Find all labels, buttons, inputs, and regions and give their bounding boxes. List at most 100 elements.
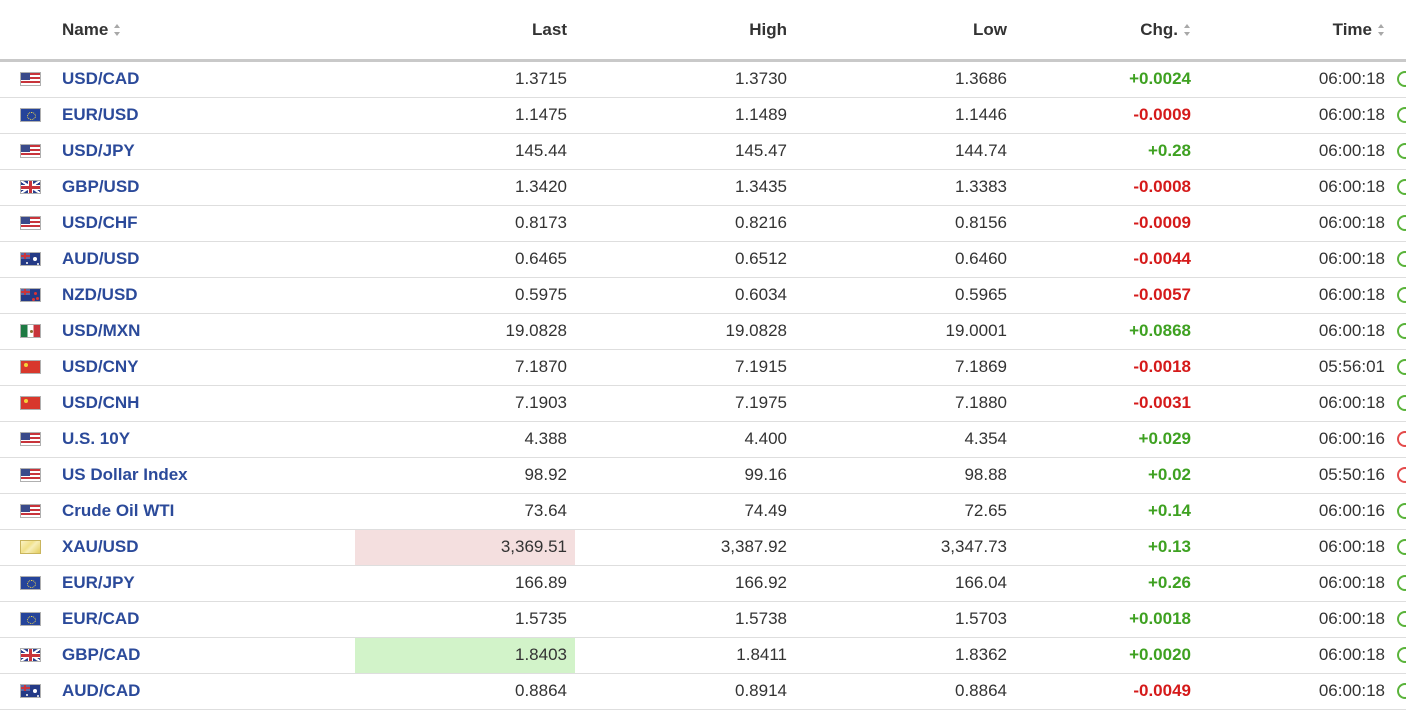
instrument-name-link[interactable]: USD/CNY (48, 349, 355, 386)
instrument-name-link[interactable]: US Dollar Index (48, 457, 355, 494)
table-row[interactable]: USD/JPY 145.44 145.47 144.74 +0.28 06:00:18 (0, 133, 1406, 170)
quote-rows: USD/CAD 1.3715 1.3730 1.3686 +0.0024 06:00:18… (0, 60, 1406, 710)
update-time: 06:00:18 (1199, 277, 1393, 314)
last-price: 4.388 (355, 421, 575, 458)
header-name[interactable]: Name (48, 0, 355, 62)
instrument-name-link[interactable]: NZD/USD (48, 277, 355, 314)
us-flag-icon (20, 72, 41, 86)
header-name-label: Name (62, 20, 109, 40)
table-row[interactable]: US Dollar Index 98.92 99.16 98.88 +0.02 05:50… (0, 457, 1406, 494)
last-price: 3,369.51 (355, 529, 575, 566)
low-price: 166.04 (795, 565, 1015, 602)
us-flag-icon (20, 216, 41, 230)
update-time: 06:00:18 (1199, 97, 1393, 134)
header-high-label: High (749, 20, 787, 40)
table-row[interactable]: USD/CNY 7.1870 7.1915 7.1869 -0.0018 05:56:01 (0, 349, 1406, 386)
last-price: 0.8173 (355, 205, 575, 242)
low-price: 3,347.73 (795, 529, 1015, 566)
sort-arrows-icon[interactable] (114, 23, 121, 36)
sort-arrows-icon[interactable] (1378, 23, 1385, 36)
instrument-name-link[interactable]: U.S. 10Y (48, 421, 355, 458)
instrument-name-link[interactable]: USD/CHF (48, 205, 355, 242)
status-cell (1393, 133, 1406, 170)
table-row[interactable]: EUR/CAD 1.5735 1.5738 1.5703 +0.0018 06:00:18 (0, 601, 1406, 638)
table-row[interactable]: GBP/CAD 1.8403 1.8411 1.8362 +0.0020 06:00:18 (0, 637, 1406, 674)
market-status-icon (1397, 287, 1406, 303)
header-time[interactable]: Time (1199, 0, 1393, 62)
header-chg-label: Chg. (1140, 20, 1178, 40)
change-value: +0.029 (1015, 421, 1199, 458)
table-row[interactable]: NZD/USD 0.5975 0.6034 0.5965 -0.0057 06:00:18 (0, 277, 1406, 314)
instrument-name-link[interactable]: AUD/CAD (48, 673, 355, 710)
last-price: 19.0828 (355, 313, 575, 350)
table-row[interactable]: EUR/JPY 166.89 166.92 166.04 +0.26 06:00:18 (0, 565, 1406, 602)
table-row[interactable]: EUR/USD 1.1475 1.1489 1.1446 -0.0009 06:00:18 (0, 97, 1406, 134)
table-row[interactable]: AUD/CAD 0.8864 0.8914 0.8864 -0.0049 06:00:18 (0, 673, 1406, 710)
instrument-name-link[interactable]: Crude Oil WTI (48, 493, 355, 530)
table-row[interactable]: USD/CAD 1.3715 1.3730 1.3686 +0.0024 06:00:18 (0, 60, 1406, 98)
market-status-icon (1397, 179, 1406, 195)
update-time: 06:00:18 (1199, 637, 1393, 674)
flag-cell (0, 133, 48, 170)
update-time: 06:00:18 (1199, 385, 1393, 422)
change-value: +0.02 (1015, 457, 1199, 494)
status-cell (1393, 385, 1406, 422)
nz-flag-icon (20, 288, 41, 302)
header-low: Low (795, 0, 1015, 62)
header-chg[interactable]: Chg. (1015, 0, 1199, 62)
flag-cell (0, 565, 48, 602)
flag-cell (0, 97, 48, 134)
sort-arrows-icon[interactable] (1184, 23, 1191, 36)
instrument-name-link[interactable]: XAU/USD (48, 529, 355, 566)
table-row[interactable]: AUD/USD 0.6465 0.6512 0.6460 -0.0044 06:00:18 (0, 241, 1406, 278)
instrument-name-link[interactable]: GBP/CAD (48, 637, 355, 674)
table-row[interactable]: GBP/USD 1.3420 1.3435 1.3383 -0.0008 06:00:18 (0, 169, 1406, 206)
instrument-name-link[interactable]: USD/MXN (48, 313, 355, 350)
market-status-icon (1397, 251, 1406, 267)
change-value: -0.0018 (1015, 349, 1199, 386)
instrument-name-link[interactable]: AUD/USD (48, 241, 355, 278)
high-price: 1.5738 (575, 601, 795, 638)
instrument-name-link[interactable]: USD/CAD (48, 60, 355, 98)
us-flag-icon (20, 504, 41, 518)
status-cell (1393, 673, 1406, 710)
instrument-name-link[interactable]: EUR/USD (48, 97, 355, 134)
status-cell (1393, 349, 1406, 386)
status-cell (1393, 493, 1406, 530)
mx-flag-icon (20, 324, 41, 338)
instrument-name-link[interactable]: GBP/USD (48, 169, 355, 206)
status-cell (1393, 637, 1406, 674)
update-time: 06:00:18 (1199, 601, 1393, 638)
change-value: +0.0024 (1015, 60, 1199, 98)
high-price: 1.3435 (575, 169, 795, 206)
status-cell (1393, 421, 1406, 458)
status-cell (1393, 601, 1406, 638)
update-time: 06:00:16 (1199, 493, 1393, 530)
table-row[interactable]: Crude Oil WTI 73.64 74.49 72.65 +0.14 06:00:1… (0, 493, 1406, 530)
instrument-name-link[interactable]: EUR/CAD (48, 601, 355, 638)
table-row[interactable]: USD/MXN 19.0828 19.0828 19.0001 +0.0868 06:00… (0, 313, 1406, 350)
low-price: 72.65 (795, 493, 1015, 530)
au-flag-icon (20, 252, 41, 266)
market-status-icon (1397, 215, 1406, 231)
update-time: 06:00:16 (1199, 421, 1393, 458)
table-row[interactable]: USD/CHF 0.8173 0.8216 0.8156 -0.0009 06:00:18 (0, 205, 1406, 242)
change-value: +0.14 (1015, 493, 1199, 530)
table-row[interactable]: XAU/USD 3,369.51 3,387.92 3,347.73 +0.13 06:0… (0, 529, 1406, 566)
instrument-name-link[interactable]: EUR/JPY (48, 565, 355, 602)
table-row[interactable]: USD/CNH 7.1903 7.1975 7.1880 -0.0031 06:00:18 (0, 385, 1406, 422)
flag-cell (0, 637, 48, 674)
instrument-name-link[interactable]: USD/JPY (48, 133, 355, 170)
last-price: 1.5735 (355, 601, 575, 638)
update-time: 06:00:18 (1199, 241, 1393, 278)
market-status-icon (1397, 539, 1406, 555)
table-header: Name Last High Low Chg. Time (0, 0, 1406, 62)
table-row[interactable]: U.S. 10Y 4.388 4.400 4.354 +0.029 06:00:16 (0, 421, 1406, 458)
instrument-name-link[interactable]: USD/CNH (48, 385, 355, 422)
low-price: 19.0001 (795, 313, 1015, 350)
high-price: 166.92 (575, 565, 795, 602)
header-flag-column (0, 0, 48, 62)
header-status-column (1393, 0, 1406, 62)
last-price: 0.6465 (355, 241, 575, 278)
change-value: -0.0044 (1015, 241, 1199, 278)
